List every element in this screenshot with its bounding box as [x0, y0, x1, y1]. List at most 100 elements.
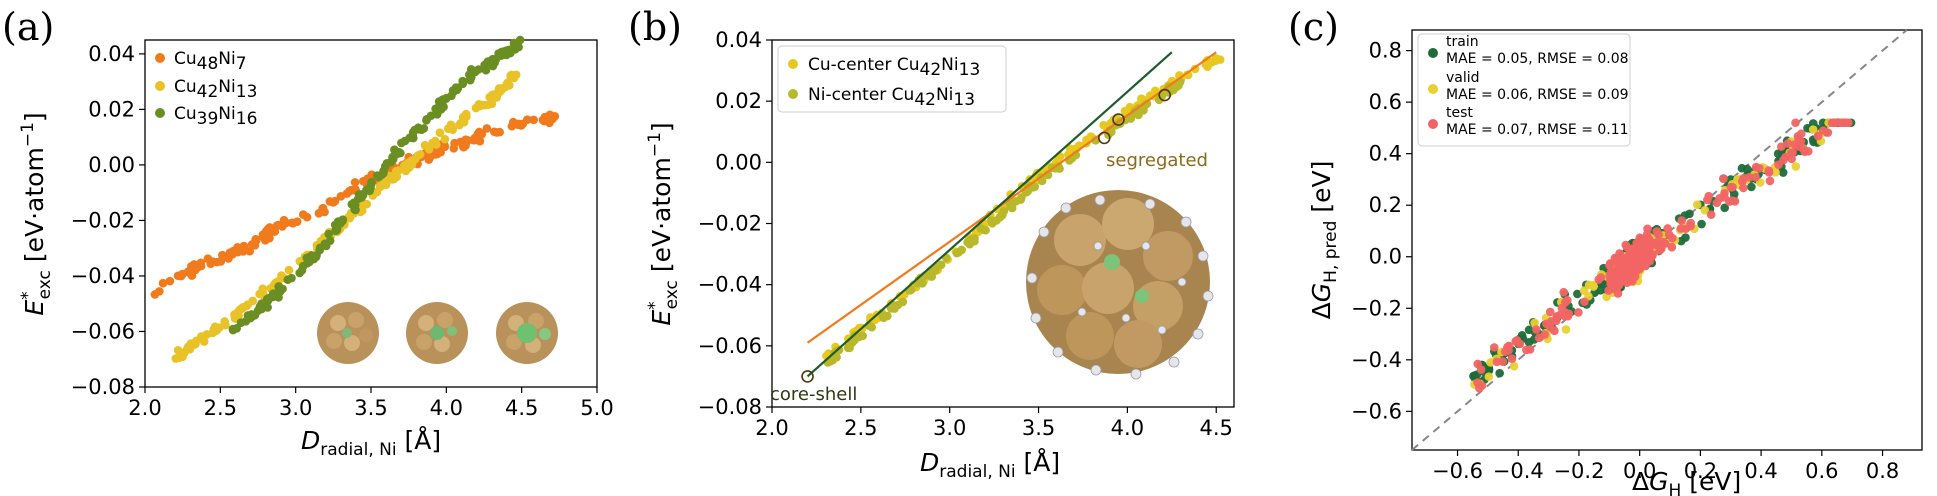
data-point-cu48ni7 [350, 178, 360, 187]
data-point-cu39ni16 [465, 75, 475, 85]
data-point-ni-center-cu42ni13 [854, 332, 864, 342]
data-point-test [1574, 308, 1583, 317]
x-tick-label: −0.6 [1432, 459, 1483, 483]
x-axis-label-c: ΔGH [eV] [1632, 467, 1741, 496]
y-tick-label: 0.02 [88, 97, 135, 121]
data-point-test [1828, 118, 1838, 128]
scatter-points-c [1469, 118, 1856, 393]
nanoparticle-cu48ni7-image [317, 302, 379, 364]
data-point-cu-center-cu42ni13 [1183, 70, 1192, 79]
data-point-cu42ni13 [440, 134, 450, 144]
y-tick-label: −0.06 [71, 319, 135, 343]
data-point-cu42ni13 [185, 345, 195, 354]
highlighted-point [1097, 131, 1111, 145]
data-point-cu42ni13 [220, 317, 229, 326]
data-point-cu48ni7 [529, 115, 538, 125]
highlighted-point [1158, 88, 1171, 102]
data-point-cu42ni13 [459, 117, 469, 127]
data-point-test [1503, 342, 1512, 352]
panel-label-c: (c) [1288, 5, 1339, 49]
data-point-valid [1561, 325, 1571, 334]
data-point-test [1613, 289, 1623, 298]
data-point-test [1658, 237, 1668, 247]
x-tick-label: 0.4 [1744, 459, 1777, 483]
data-point-test [1525, 345, 1535, 354]
data-point-cu42ni13 [235, 305, 245, 315]
y-tick-label: 0.2 [1369, 193, 1402, 217]
data-point-cu48ni7 [191, 265, 200, 275]
data-point-cu39ni16 [458, 79, 468, 89]
data-point-cu39ni16 [350, 205, 360, 214]
legend-label-cu42ni13: Cu42Ni13 [174, 77, 257, 102]
fit-line [806, 51, 1217, 344]
legend-marker-ni-center [788, 89, 798, 99]
data-point-cu39ni16 [302, 253, 312, 263]
x-tick-label: 2.0 [755, 416, 788, 440]
data-point-test [1605, 261, 1614, 270]
nanoparticle-cu39ni16-image [496, 302, 558, 364]
y-tick-label: −0.02 [698, 212, 762, 236]
y-tick-label: −0.08 [71, 375, 135, 399]
data-point-test [1559, 287, 1568, 297]
data-point-train [1742, 164, 1752, 174]
legend-label-valid: valid [1446, 70, 1480, 86]
data-point-valid [1791, 162, 1801, 171]
data-point-valid [1692, 200, 1702, 209]
legend-marker-train [1428, 48, 1438, 58]
axis-ticks-b: 2.0 2.5 3.0 3.5 4.0 4.5 −0.08 −0.06 −0.04 −0.02 0.… [698, 28, 1233, 440]
data-point-test [1614, 280, 1624, 290]
data-point-cu39ni16 [324, 229, 333, 239]
legend-marker-cu48ni7 [155, 53, 165, 63]
data-point-cu39ni16 [367, 177, 376, 187]
data-point-cu48ni7 [482, 124, 492, 133]
data-point-cu48ni7 [474, 127, 484, 137]
data-point-test [1779, 155, 1788, 165]
panel-label-a: (a) [2, 5, 54, 49]
data-point-test [1764, 166, 1774, 175]
data-point-ni-center-cu42ni13 [952, 248, 962, 258]
data-point-test [1719, 174, 1728, 184]
data-point-test [1613, 265, 1623, 275]
data-point-cu48ni7 [165, 276, 175, 286]
data-point-cu39ni16 [243, 311, 253, 320]
data-point-cu-center-cu42ni13 [1211, 56, 1220, 65]
x-axis-label-b: Dradial, Ni [Å] [920, 448, 1060, 482]
legend-box-c [1417, 33, 1631, 147]
data-point-cu42ni13 [435, 128, 445, 137]
data-point-cu39ni16 [295, 268, 304, 278]
data-point-cu42ni13 [471, 103, 481, 113]
data-point-test [1813, 131, 1823, 141]
data-point-cu42ni13 [190, 338, 200, 348]
x-tick-label: 4.0 [430, 396, 463, 420]
data-point-test [1632, 238, 1641, 248]
data-point-test [1668, 233, 1677, 243]
data-point-test [1787, 154, 1797, 164]
legend-stats-test: MAE = 0.07, RMSE = 0.11 [1446, 122, 1629, 138]
data-point-cu48ni7 [450, 138, 459, 148]
axis-ticks-a: 2.0 2.5 3.0 3.5 4.0 4.5 5.0 −0.08 −0.06 −0.04 −0.0… [71, 42, 614, 420]
data-point-test [1643, 224, 1652, 234]
data-point-test [1594, 275, 1604, 284]
data-point-valid [1808, 125, 1818, 134]
data-point-cu39ni16 [287, 273, 296, 283]
x-tick-label: 0.0 [1623, 459, 1656, 483]
x-tick-label: 2.5 [204, 396, 237, 420]
data-point-test [1712, 198, 1722, 208]
y-tick-label: −0.06 [698, 334, 762, 358]
data-point-cu48ni7 [328, 197, 338, 207]
data-point-test [1475, 383, 1484, 393]
chart-panel-a: 2.0 2.5 3.0 3.5 4.0 4.5 5.0 −0.08 −0.06 −0.04 −0.0… [18, 35, 614, 460]
data-point-test [1783, 139, 1793, 148]
data-point-test [1654, 230, 1663, 240]
data-point-test [1703, 195, 1712, 205]
data-point-cu42ni13 [498, 83, 507, 93]
data-point-test [1622, 255, 1632, 265]
data-point-cu42ni13 [277, 271, 286, 280]
data-point-test [1557, 303, 1567, 313]
data-point-test [1751, 162, 1761, 172]
data-point-ni-center-cu42ni13 [1130, 107, 1140, 117]
data-point-cu42ni13 [483, 100, 493, 110]
data-point-test [1706, 210, 1716, 219]
data-point-ni-center-cu42ni13 [1126, 113, 1136, 123]
